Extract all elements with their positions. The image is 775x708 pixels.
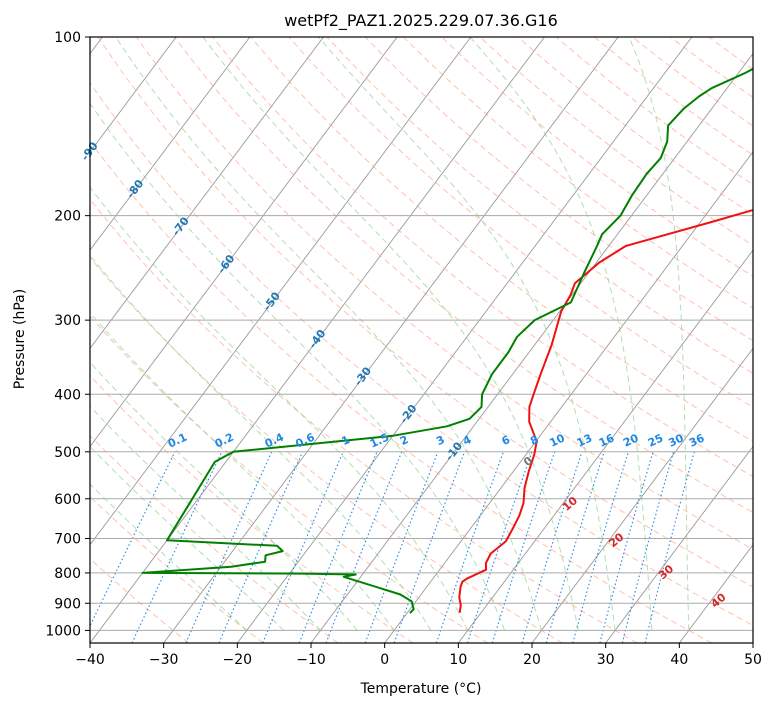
- x-tick-label: 20: [523, 652, 541, 668]
- y-tick-label: 600: [54, 492, 81, 508]
- plot-frame: [89, 36, 754, 644]
- mixing-ratio-line: [364, 451, 439, 643]
- moist-adiabat-line: [469, 37, 653, 631]
- mixing-ratio-line: [621, 451, 675, 643]
- y-tick-label: 1000: [45, 623, 81, 639]
- y-tick-label: 500: [54, 445, 81, 461]
- isotherm-line: [752, 642, 753, 643]
- mixing-ratio-label: 25: [646, 431, 665, 449]
- dry-adiabat-line: [250, 37, 753, 443]
- moist-adiabat-line: [115, 37, 542, 631]
- mixing-ratio-line: [521, 451, 583, 643]
- isotherm-line: [236, 37, 693, 643]
- y-tick-label: 700: [54, 532, 81, 548]
- x-tick-label: −20: [223, 652, 253, 668]
- mixing-ratio-line: [218, 451, 304, 643]
- mixing-ratio-line: [599, 451, 654, 643]
- moist-adiabat-line: [628, 37, 690, 631]
- mixing-ratio-line: [90, 451, 176, 628]
- dry-adiabat-line: [90, 434, 339, 643]
- y-tick-label: 300: [54, 313, 81, 329]
- x-tick-label: −10: [296, 652, 326, 668]
- dry-adiabat-line: [90, 198, 638, 643]
- dry-adiabat-line: [90, 374, 414, 643]
- isotherm-line: [384, 151, 753, 643]
- x-tick-label: 40: [670, 652, 688, 668]
- isotherm-line: [457, 249, 753, 643]
- y-tick-label: 900: [54, 596, 81, 612]
- mixing-ratio-line: [298, 451, 378, 643]
- x-tick-label: 50: [744, 652, 762, 668]
- y-tick-label: 100: [54, 30, 81, 46]
- y-axis-ticks: 100 200 300 400 500 600 700 800 900 1000: [45, 30, 90, 639]
- isotherm-line: [310, 52, 753, 643]
- isotherm-line: [90, 37, 472, 546]
- mixing-ratio-label: 30: [666, 431, 686, 449]
- x-tick-label: 0: [380, 652, 389, 668]
- mixing-ratio-label: 13: [575, 431, 594, 449]
- isotherm-line: [163, 37, 619, 643]
- isotherm-line: [90, 37, 177, 153]
- mixing-ratio-label: 16: [597, 431, 617, 449]
- x-tick-label: 10: [449, 652, 467, 668]
- profile-series: [141, 67, 753, 614]
- x-axis-label: Temperature (°C): [360, 681, 482, 697]
- moist-adiabat-line: [90, 254, 432, 631]
- dry-adiabat-line: [403, 37, 753, 309]
- mixing-ratio-line: [393, 451, 466, 643]
- mixing-ratio-line: [545, 451, 605, 643]
- dry-adiabat-line: [174, 37, 753, 513]
- moist-adiabat-line: [90, 102, 506, 631]
- y-tick-label: 400: [54, 387, 81, 403]
- isotherm-line: [531, 347, 753, 643]
- dry-adiabat-line: [364, 37, 753, 342]
- isotherm-line: [90, 37, 251, 251]
- mixing-ratio-line: [466, 451, 533, 643]
- dry-adiabat-line: [90, 256, 563, 643]
- moist-adiabat-line: [90, 186, 469, 631]
- mixing-ratio-line: [325, 451, 403, 643]
- dry-adiabat-line: [97, 37, 753, 588]
- chart-title: wetPf2_PAZ1.2025.229.07.36.G16: [284, 11, 558, 31]
- thermo-background: [90, 37, 753, 643]
- moist-adiabat-line: [202, 37, 579, 631]
- mixing-ratio-label: 36: [687, 431, 707, 449]
- moist-adiabat-line: [90, 405, 321, 631]
- mixing-ratio-line: [572, 451, 629, 643]
- isotherm-line: [90, 37, 398, 448]
- mixing-ratio-line: [262, 451, 344, 643]
- mixing-ratio-label: 20: [621, 431, 641, 449]
- moist-adiabat-line: [90, 483, 248, 631]
- mixing-ratio-line: [644, 451, 695, 643]
- dry-adiabat-line: [135, 37, 753, 550]
- moist-adiabat-line: [318, 37, 616, 631]
- x-axis-ticks: −40 −30 −20 −10 0 10 20 30 40 50: [75, 643, 762, 668]
- y-tick-label: 200: [54, 209, 81, 225]
- temperature-profile-line: [458, 208, 753, 613]
- dry-adiabat-line: [212, 37, 753, 478]
- moist-adiabat-line: [90, 312, 395, 631]
- isotherm-line: [605, 445, 753, 643]
- x-tick-label: 30: [597, 652, 615, 668]
- x-tick-label: −40: [75, 652, 105, 668]
- isotherm-line: [90, 37, 545, 643]
- isotherm-line: [90, 37, 324, 350]
- y-tick-label: 800: [54, 566, 81, 582]
- dewpoint-profile-line: [141, 67, 753, 614]
- mixing-ratio-line: [491, 451, 556, 643]
- moist-adiabat-line: [90, 445, 284, 631]
- y-axis-label: Pressure (hPa): [12, 289, 28, 389]
- x-tick-label: −30: [149, 652, 179, 668]
- mixing-ratio-label: 10: [547, 431, 567, 449]
- plot-area: [90, 37, 753, 643]
- dry-adiabat-line: [90, 140, 712, 643]
- dry-adiabat-line: [90, 82, 753, 626]
- mixing-ratio-line: [435, 451, 504, 643]
